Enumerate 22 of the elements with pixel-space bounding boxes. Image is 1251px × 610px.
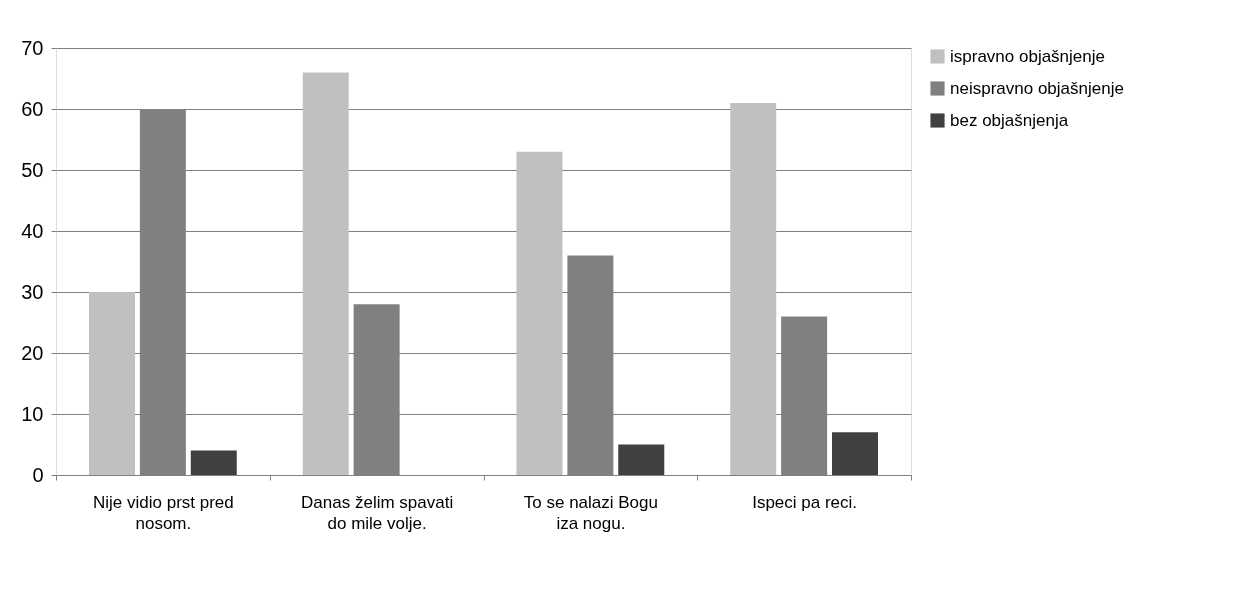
legend-label: bez objašnjenja bbox=[950, 110, 1069, 130]
bar bbox=[832, 432, 879, 475]
x-tick-label: Ispeci pa reci. bbox=[752, 492, 858, 512]
x-tick-label: To se nalazi Bogu iza nogu. bbox=[523, 492, 658, 533]
bar bbox=[302, 72, 349, 475]
y-tick-label: 20 bbox=[21, 341, 44, 364]
x-tick-label: Danas želim spavati do mile volje. bbox=[301, 492, 454, 533]
x-tick-label: Nije vidio prst pred nosom. bbox=[92, 492, 234, 533]
y-tick-label: 30 bbox=[21, 280, 44, 303]
bar bbox=[730, 102, 777, 475]
bar bbox=[516, 151, 563, 475]
y-tick-label: 50 bbox=[21, 158, 44, 181]
y-tick-label: 70 bbox=[21, 36, 44, 59]
bar bbox=[618, 444, 665, 475]
bar bbox=[190, 450, 237, 475]
y-tick-label: 40 bbox=[21, 219, 44, 242]
y-tick-label: 60 bbox=[21, 97, 44, 120]
legend-label: neispravno objašnjenje bbox=[950, 78, 1124, 98]
y-tick-label: 0 bbox=[32, 463, 44, 486]
legend-label: ispravno objašnjenje bbox=[950, 46, 1105, 66]
bar bbox=[88, 292, 135, 475]
y-tick-label: 10 bbox=[21, 402, 44, 425]
